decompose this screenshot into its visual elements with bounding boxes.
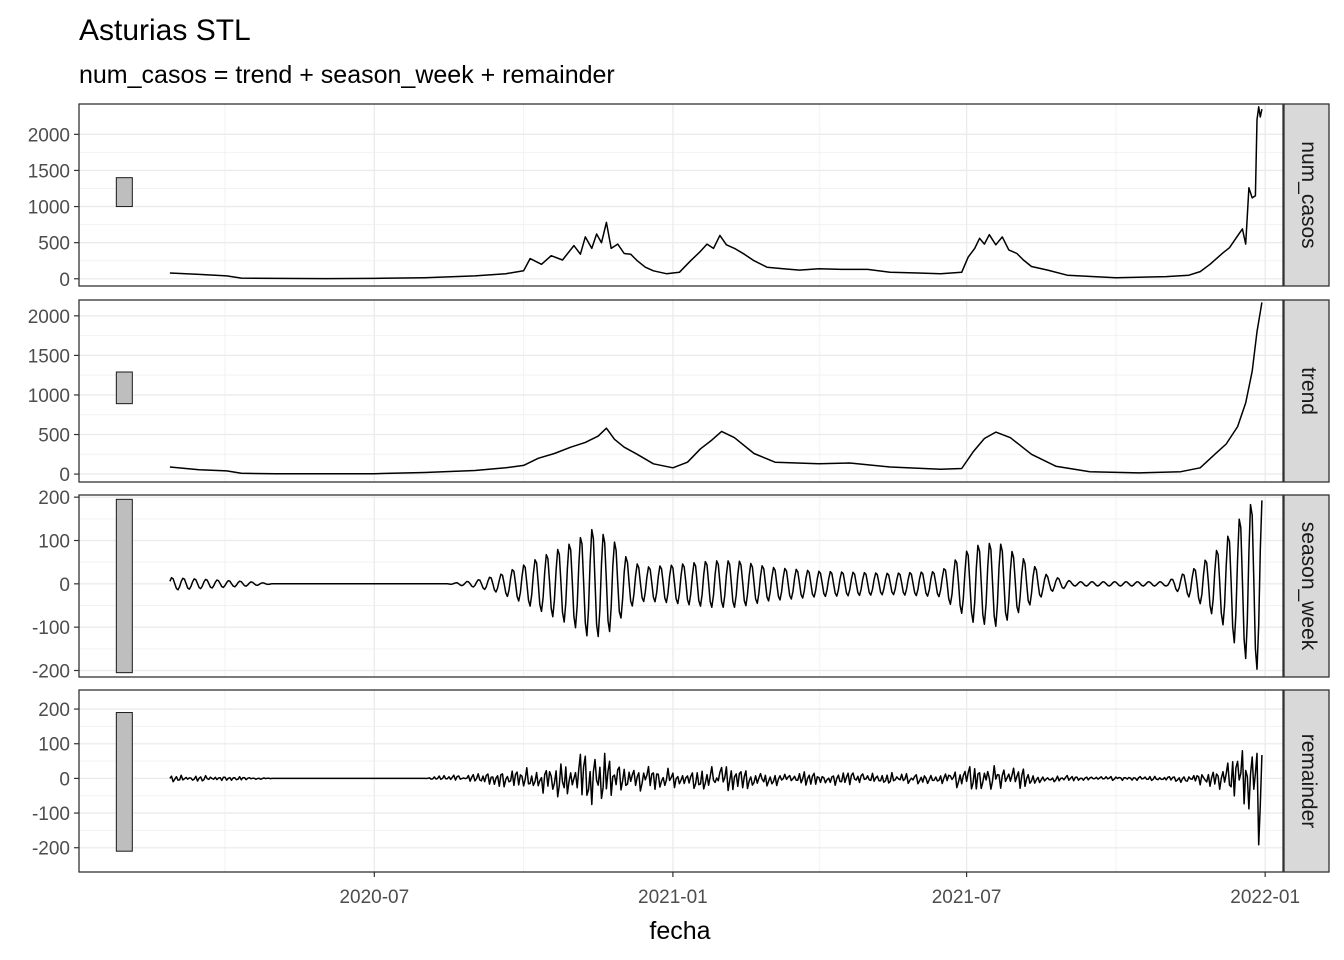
y-tick-label: 1500 <box>28 161 70 182</box>
y-tick-label: 2000 <box>28 307 70 328</box>
panel-border <box>78 689 1284 873</box>
range-bar-remainder <box>115 712 133 852</box>
y-tick-label: 1000 <box>28 198 70 219</box>
strip-season_week <box>1283 494 1330 678</box>
y-tick-label: 500 <box>38 426 70 447</box>
facet-panels: 0500100015002000num_casos050010001500200… <box>28 103 1330 873</box>
y-tick-label: -100 <box>32 618 70 639</box>
y-tick-label: 500 <box>38 234 70 255</box>
y-tick-label: 1500 <box>28 346 70 367</box>
strip-label-trend: trend <box>1297 367 1320 415</box>
strip-label-num_casos: num_casos <box>1297 141 1320 248</box>
series-line-remainder <box>169 749 1263 846</box>
y-tick-label: -200 <box>32 662 70 683</box>
y-tick-label: 100 <box>38 735 70 756</box>
panel-border <box>78 494 1284 678</box>
y-tick-label: 200 <box>38 700 70 721</box>
y-tick-label: 0 <box>59 575 70 596</box>
panel-border <box>78 299 1284 483</box>
panel-background <box>79 104 1283 286</box>
panel-background <box>79 495 1283 677</box>
range-bar-season_week <box>115 498 133 674</box>
x-tick-label: 2020-07 <box>339 887 409 908</box>
y-tick-label: -100 <box>32 804 70 825</box>
range-bar-num_casos <box>115 177 133 208</box>
strip-trend <box>1283 299 1330 483</box>
panel-background <box>79 300 1283 482</box>
series-line-trend <box>169 302 1263 475</box>
x-tick-label: 2021-01 <box>638 887 708 908</box>
y-tick-label: -200 <box>32 839 70 860</box>
x-axis-title: fecha <box>649 917 710 945</box>
series-line-num_casos <box>169 106 1263 280</box>
strip-num_casos <box>1283 103 1330 287</box>
y-tick-label: 0 <box>59 769 70 790</box>
y-tick-label: 0 <box>59 465 70 486</box>
x-tick-label: 2021-07 <box>932 887 1002 908</box>
panel-num_casos: 0 500 1000 1500 2000 num_casos <box>28 103 1330 291</box>
panel-trend: 0 500 1000 1500 2000 trend <box>28 299 1330 486</box>
y-tick-label: 0 <box>59 270 70 291</box>
chart-title: Asturias STL <box>79 14 251 47</box>
range-bar-trend <box>115 371 133 405</box>
x-tick-label: 2022-01 <box>1230 887 1300 908</box>
panel-remainder: -200 -100 0 100 200 remainder <box>32 689 1330 873</box>
panel-season_week: -200 -100 0 100 200 season_week <box>32 488 1330 683</box>
y-tick-label: 100 <box>38 532 70 553</box>
y-tick-label: 1000 <box>28 386 70 407</box>
y-tick-label: 200 <box>38 488 70 509</box>
chart-subtitle: num_casos = trend + season_week + remain… <box>79 61 615 89</box>
strip-remainder <box>1283 689 1330 873</box>
strip-label-season_week: season_week <box>1297 522 1320 651</box>
x-axis: 2020-07 2021-01 2021-07 2022-01 <box>339 872 1300 908</box>
y-tick-label: 2000 <box>28 125 70 146</box>
strip-label-remainder: remainder <box>1297 734 1320 829</box>
panel-border <box>78 103 1284 287</box>
series-line-season_week <box>169 500 1263 670</box>
